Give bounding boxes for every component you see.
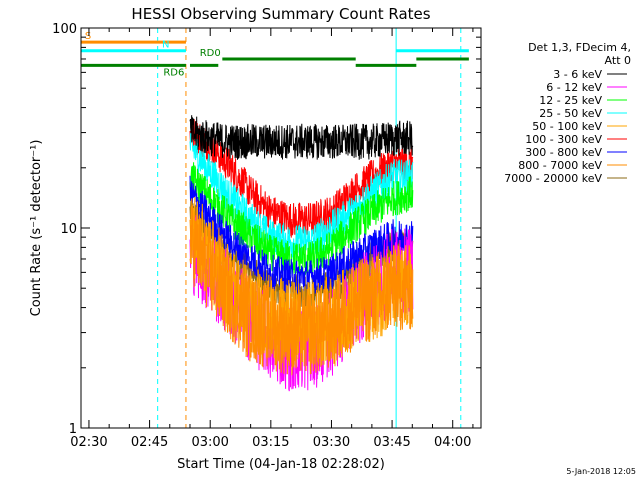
x-tick-label: 03:30	[313, 435, 350, 450]
y-axis-label: Count Rate (s⁻¹ detector⁻¹)	[29, 140, 44, 317]
series-line	[189, 115, 414, 160]
legend-label: 800 - 7000 keV	[518, 159, 602, 172]
flag-label: S	[85, 31, 91, 42]
flag-label: RD0	[200, 48, 221, 59]
legend-label: 300 - 800 keV	[525, 146, 602, 159]
legend-header-line-2: Att 0	[605, 54, 631, 67]
legend-label: 3 - 6 keV	[553, 68, 602, 81]
data-series	[189, 115, 414, 392]
series-line	[189, 198, 414, 376]
legend-label: 100 - 300 keV	[525, 133, 602, 146]
flag-bars: S N RD0 RD6	[81, 31, 469, 78]
x-tick-label: 03:45	[373, 435, 410, 450]
x-axis-label: Start Time (04-Jan-18 02:28:02)	[177, 457, 385, 472]
plot-area: S N RD0 RD6	[80, 27, 482, 429]
x-tick-label: 03:00	[191, 435, 228, 450]
x-tick-label: 02:45	[131, 435, 168, 450]
footer-date: 5-Jan-2018 12:05	[566, 467, 636, 476]
y-tick-label: 1	[69, 422, 77, 437]
legend-label: 6 - 12 keV	[546, 81, 602, 94]
x-tick-label: 03:15	[252, 435, 289, 450]
flag-label: N	[162, 40, 169, 51]
legend-header-line-1: Det 1,3, FDecim 4,	[528, 41, 631, 54]
y-tick-label: 100	[52, 22, 77, 37]
flag-label: RD6	[163, 67, 184, 78]
x-axis: 02:30 02:45 03:00 03:15 03:30 03:45 04:00	[70, 28, 474, 450]
y-axis: 1 10 100	[52, 22, 481, 437]
legend-label: 7000 - 20000 keV	[504, 172, 602, 185]
x-tick-label: 02:30	[70, 435, 107, 450]
legend-label: 12 - 25 keV	[539, 94, 602, 107]
y-tick-label: 10	[60, 222, 77, 237]
legend-label: 25 - 50 keV	[539, 107, 602, 120]
x-tick-label: 04:00	[434, 435, 471, 450]
legend-label: 50 - 100 keV	[532, 120, 602, 133]
chart-title: HESSI Observing Summary Count Rates	[131, 5, 430, 23]
